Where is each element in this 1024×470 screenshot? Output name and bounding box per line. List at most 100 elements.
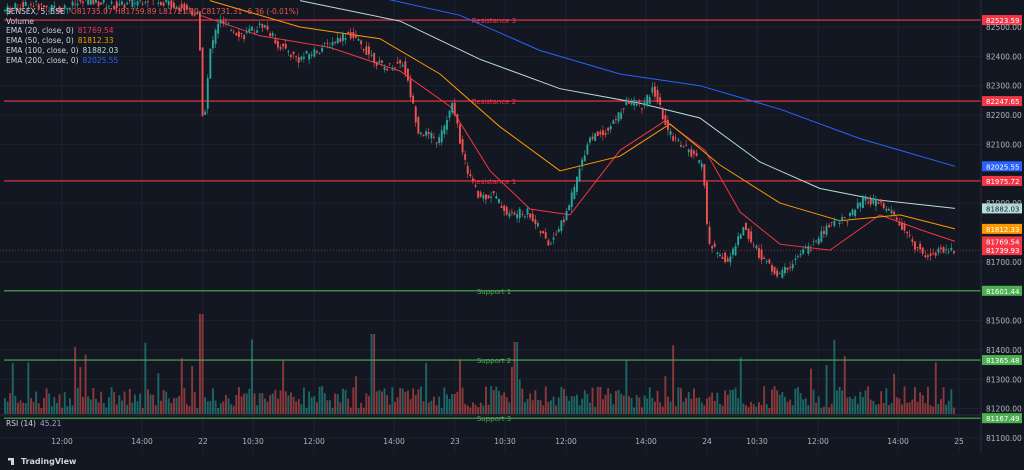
candle bbox=[716, 252, 719, 254]
candle bbox=[412, 95, 415, 104]
candle bbox=[139, 0, 142, 1]
legend-row-2[interactable]: EMA (50, close, 0) 81812.33 bbox=[6, 36, 299, 46]
candle bbox=[490, 196, 493, 198]
candle bbox=[708, 226, 711, 244]
volume-bar bbox=[360, 402, 363, 414]
candle bbox=[843, 217, 846, 218]
candle bbox=[607, 127, 610, 131]
candle bbox=[240, 33, 243, 35]
candle bbox=[287, 51, 290, 53]
candle bbox=[134, 2, 136, 4]
volume-bar bbox=[300, 404, 303, 414]
volume-bar bbox=[511, 367, 513, 414]
level-label: Resistance 1 bbox=[472, 178, 516, 186]
volume-bar bbox=[123, 391, 126, 414]
volume-bar bbox=[531, 400, 534, 414]
candle bbox=[934, 252, 937, 256]
volume-bar bbox=[737, 397, 740, 414]
volume-bar bbox=[849, 396, 851, 414]
candle bbox=[37, 4, 40, 10]
candle bbox=[511, 211, 513, 213]
volume-bar bbox=[945, 404, 948, 414]
volume-bar bbox=[92, 388, 95, 414]
candle bbox=[175, 6, 178, 9]
volume-bar bbox=[555, 405, 558, 414]
volume-bar bbox=[261, 393, 264, 414]
legend-row-0[interactable]: Volume bbox=[6, 17, 299, 27]
volume-bar bbox=[557, 397, 560, 414]
volume-bar bbox=[22, 402, 25, 414]
volume-bar bbox=[791, 405, 794, 414]
candle bbox=[786, 267, 789, 270]
volume-bar bbox=[134, 394, 136, 414]
candle bbox=[141, 3, 144, 5]
candle bbox=[323, 42, 326, 44]
candle bbox=[261, 24, 264, 28]
volume-bar bbox=[685, 397, 688, 414]
volume-bar bbox=[947, 400, 950, 414]
volume-bar bbox=[882, 403, 885, 414]
volume-bar bbox=[750, 401, 753, 414]
candle bbox=[804, 247, 807, 249]
candle bbox=[864, 196, 867, 201]
volume-bar bbox=[435, 405, 438, 414]
candle bbox=[308, 54, 311, 60]
volume-bar bbox=[781, 392, 784, 414]
candle bbox=[136, 1, 139, 6]
candle bbox=[693, 150, 695, 154]
candle bbox=[388, 63, 391, 65]
candle bbox=[830, 221, 833, 223]
time-tick-label: 22 bbox=[198, 437, 208, 446]
candle bbox=[508, 213, 511, 217]
volume-bar bbox=[412, 388, 415, 414]
symbol-label[interactable]: SENSEX, 5, BSE bbox=[6, 7, 65, 16]
volume-bar bbox=[810, 368, 812, 414]
volume-bar bbox=[485, 386, 487, 414]
volume-bar bbox=[214, 400, 217, 414]
volume-bar bbox=[126, 404, 129, 414]
volume-bar bbox=[160, 400, 162, 414]
ema-lines bbox=[199, 0, 956, 251]
volume-bar bbox=[763, 386, 766, 414]
candle bbox=[901, 222, 903, 230]
volume-bar bbox=[386, 395, 389, 414]
legend-row-1[interactable]: EMA (20, close, 0) 81769.54 bbox=[6, 26, 299, 36]
volume-bar bbox=[890, 403, 893, 414]
candle bbox=[334, 41, 337, 43]
time-tick-label: 10:30 bbox=[242, 437, 264, 446]
legend-value: 81812.33 bbox=[77, 36, 114, 46]
candle bbox=[102, 0, 105, 3]
candle bbox=[305, 51, 308, 54]
volume-bar bbox=[862, 397, 864, 414]
legend-label: Volume bbox=[6, 16, 34, 26]
volume-bar bbox=[186, 404, 188, 414]
candle bbox=[885, 208, 888, 211]
candle bbox=[258, 23, 261, 25]
level-price-tag bbox=[982, 355, 1022, 366]
volume-bar bbox=[638, 397, 641, 414]
candle bbox=[924, 255, 927, 258]
candle bbox=[214, 29, 217, 44]
candle bbox=[238, 31, 240, 37]
legend-label: EMA (50, close, 0) bbox=[6, 36, 74, 46]
volume-bar bbox=[422, 401, 425, 414]
volume-bar bbox=[479, 402, 482, 414]
volume-bar bbox=[490, 386, 493, 414]
candle bbox=[118, 3, 121, 6]
legend-row-4[interactable]: EMA (200, close, 0) 82025.55 bbox=[6, 56, 299, 66]
volume-bar bbox=[128, 388, 131, 414]
candle bbox=[628, 100, 630, 104]
legend-row-3[interactable]: EMA (100, close, 0) 81882.03 bbox=[6, 46, 299, 56]
volume-bar bbox=[425, 362, 428, 414]
volume-bar bbox=[414, 394, 417, 414]
volume-bar bbox=[888, 405, 890, 414]
candle bbox=[144, 2, 147, 3]
price-tick-label: 81300.00 bbox=[986, 375, 1022, 384]
level-price-label: 81975.72 bbox=[986, 178, 1019, 186]
candle bbox=[95, 0, 97, 3]
candle bbox=[797, 256, 799, 257]
volume-bar bbox=[708, 396, 711, 414]
candle bbox=[160, 1, 162, 6]
candle bbox=[534, 219, 537, 225]
